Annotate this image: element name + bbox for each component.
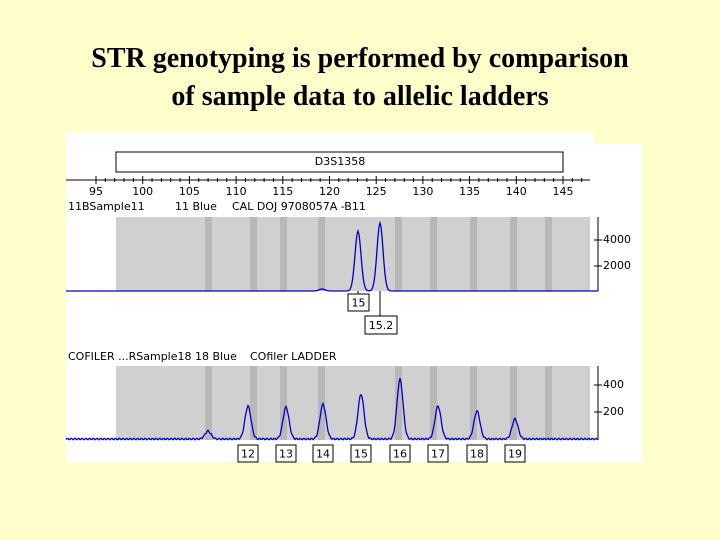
allele-box [275,444,297,463]
title-line: STR genotyping is performed by compariso… [91,43,629,74]
bin-stripe [280,366,287,440]
size-tick-label: 100 [132,185,153,198]
title-line: of sample data to allelic ladders [171,81,549,112]
marker-box [115,151,564,173]
allele-box [466,444,488,463]
size-tick-label: 135 [459,185,480,198]
right-tick-label: 4000 [603,233,631,246]
bin-stripe [510,366,517,440]
bin-stripe [318,366,325,440]
size-tick-label: 140 [506,185,527,198]
size-tick-label: 105 [179,185,200,198]
trace [65,378,599,441]
bin-stripe [545,217,552,291]
bin-stripe [280,217,287,291]
allele-box [350,444,372,463]
size-tick-label: 145 [553,185,574,198]
size-tick-label: 120 [319,185,340,198]
bin-stripe [205,217,212,291]
allele-box [312,444,334,463]
allele-box [347,293,370,312]
bin-stripe [430,366,437,440]
size-tick-label: 115 [272,185,293,198]
bin-stripe [470,217,477,291]
size-tick-label: 125 [366,185,387,198]
sample-header: COfiler LADDER [250,350,337,363]
right-tick-label: 2000 [603,259,631,272]
allele-box [389,444,411,463]
allele-box [504,444,526,463]
bin-stripe [510,217,517,291]
right-tick-label: 200 [603,405,624,418]
bin-stripe [318,217,325,291]
allele-label: 19 [508,448,522,461]
size-tick-label: 110 [226,185,247,198]
right-tick-label: 400 [603,378,624,391]
slide-title: STR genotyping is performed by compariso… [0,40,720,116]
bin-stripe [250,217,257,291]
sample-header: 11 Blue [175,200,217,213]
allele-label: 12 [241,448,255,461]
allele-box [364,315,398,335]
allele-label: 17 [431,448,445,461]
sample-header: COFILER ...RSample18 18 Blue [68,350,237,363]
bin-stripe [470,366,477,440]
trace [66,220,598,292]
bin-stripe [545,366,552,440]
allele-box [427,444,449,463]
figure-bg [66,132,594,144]
allele-label: 15 [354,448,368,461]
allele-label: 16 [393,448,407,461]
size-tick-label: 95 [89,185,103,198]
size-tick-label: 130 [412,185,433,198]
allele-label: 13 [279,448,293,461]
allele-label: 15.2 [369,319,394,332]
bin-stripe [430,217,437,291]
sample-header: CAL DOJ 9708057A -B11 [232,200,366,213]
marker-label: D3S1358 [315,155,365,168]
allele-label: 18 [470,448,484,461]
allele-label: 14 [316,448,330,461]
bin-stripe [205,366,212,440]
sample-header: 11BSample11 [68,200,145,213]
bin-stripe [395,366,402,440]
allele-box [237,444,259,463]
allele-label: 15 [352,297,366,310]
bin-stripe [250,366,257,440]
bin-stripe [395,217,402,291]
